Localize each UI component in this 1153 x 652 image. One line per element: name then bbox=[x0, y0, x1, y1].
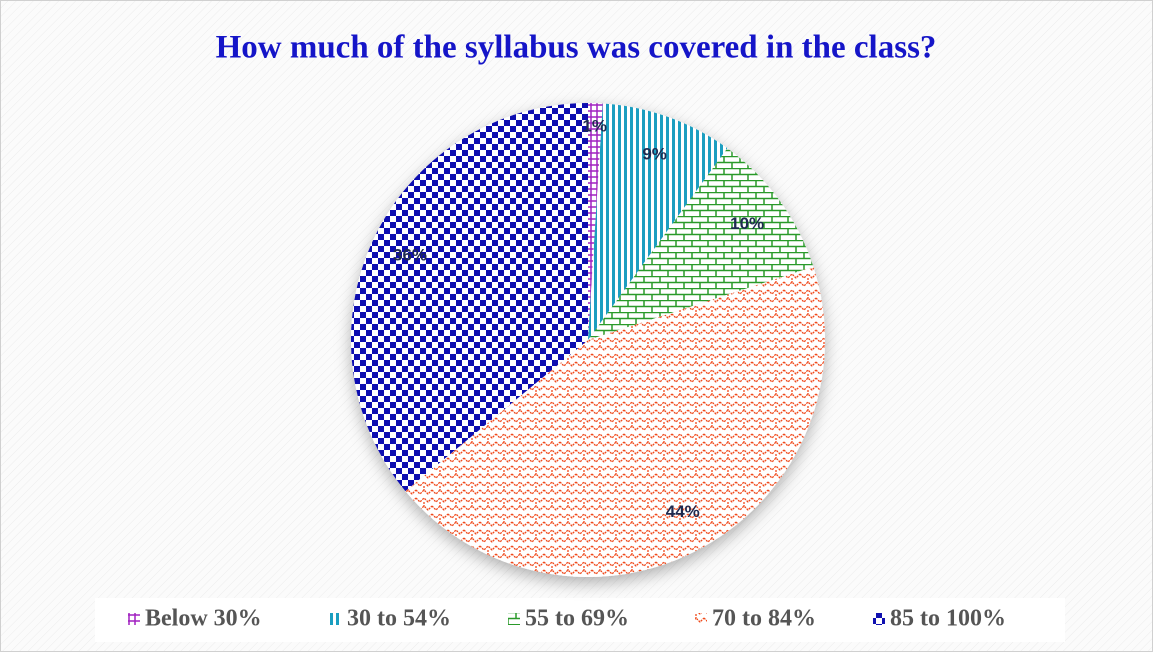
legend-marker bbox=[330, 613, 342, 625]
data-label: 9% bbox=[642, 144, 667, 163]
legend-marker bbox=[508, 613, 520, 625]
pie-slice bbox=[588, 148, 814, 340]
legend-label: 55 to 69% bbox=[525, 606, 629, 632]
pie-slice bbox=[588, 103, 603, 340]
legend-label: 70 to 84% bbox=[712, 606, 816, 632]
data-label: 10% bbox=[730, 214, 764, 233]
legend-label: 85 to 100% bbox=[890, 606, 1006, 632]
legend-marker bbox=[128, 613, 140, 625]
legend-label: 30 to 54% bbox=[347, 606, 451, 632]
chart-title: How much of the syllabus was covered in … bbox=[216, 30, 937, 66]
data-label: 36% bbox=[393, 246, 427, 265]
data-label: 44% bbox=[666, 502, 700, 521]
legend-marker bbox=[695, 613, 707, 625]
legend-label: Below 30% bbox=[145, 606, 262, 632]
pie-slice bbox=[588, 103, 728, 340]
legend-marker bbox=[873, 613, 885, 625]
data-label: 1% bbox=[582, 116, 607, 135]
pie-slice bbox=[351, 103, 588, 492]
pie-slice bbox=[405, 266, 825, 577]
legend-box bbox=[95, 598, 1065, 642]
